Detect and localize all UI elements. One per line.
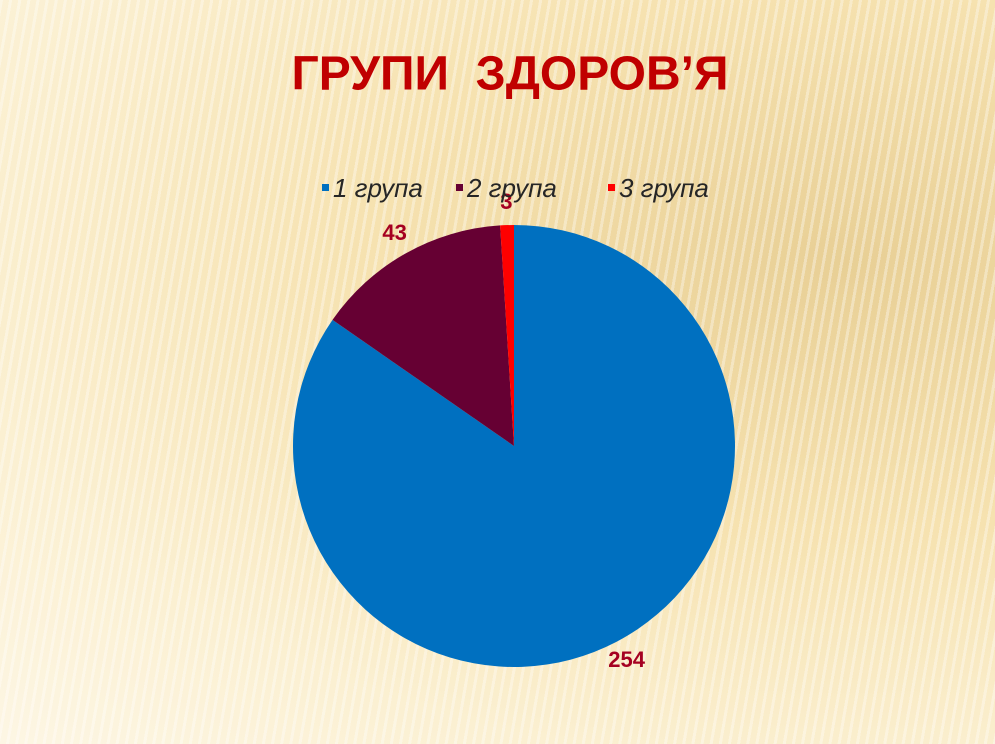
legend-marker xyxy=(608,184,615,191)
pie-slice xyxy=(332,225,514,446)
legend-label: 3 група xyxy=(619,173,709,203)
chart-title: ГРУПИ ЗДОРОВ’Я xyxy=(292,48,729,101)
data-label: 254 xyxy=(608,647,645,672)
legend-label: 1 група xyxy=(333,173,423,203)
pie-slice xyxy=(500,225,514,446)
data-label: 43 xyxy=(382,220,406,245)
legend-label: 2 група xyxy=(466,173,557,203)
pie-slice xyxy=(293,225,736,667)
legend-marker xyxy=(456,184,463,191)
data-label: 3 xyxy=(500,189,512,214)
legend-marker xyxy=(322,184,329,191)
